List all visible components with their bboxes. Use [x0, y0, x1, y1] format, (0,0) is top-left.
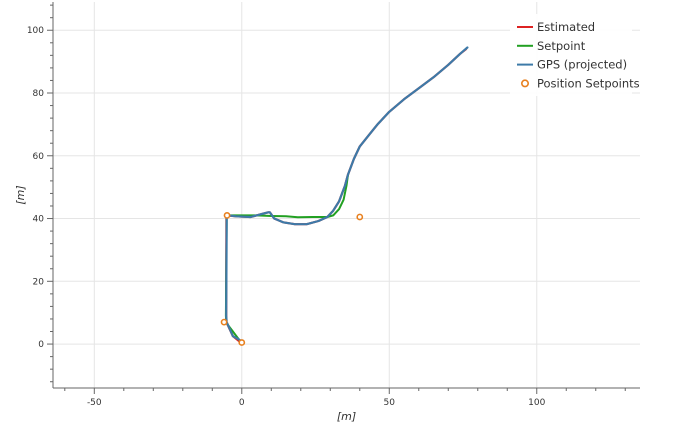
x-tick-label: 100 — [528, 398, 545, 408]
series-gps-projected-line — [225, 46, 469, 344]
y-axis-label: [m] — [14, 185, 27, 204]
y-tick-label: 100 — [27, 26, 44, 36]
legend-position-setpoints-swatch — [520, 79, 529, 88]
position-setpoint-marker — [223, 211, 231, 219]
y-tick-label: 60 — [33, 152, 45, 162]
y-tick-label: 80 — [33, 89, 45, 99]
legend: Estimated Setpoint GPS (projected) Position… — [510, 14, 640, 96]
position-setpoint-marker — [356, 213, 364, 221]
axes: -50 0 50 100 0 20 40 60 80 100 [m] [m] — [14, 2, 640, 423]
legend-estimated-label: Estimated — [537, 20, 595, 34]
x-tick-label: 0 — [239, 398, 245, 408]
y-tick-label: 0 — [38, 340, 44, 350]
x-tick-label: -50 — [87, 398, 102, 408]
legend-setpoint-label: Setpoint — [537, 39, 586, 53]
y-tick-label: 40 — [33, 215, 45, 225]
legend-position-setpoints-label: Position Setpoints — [537, 76, 640, 90]
series-setpoint-line — [224, 173, 349, 344]
y-tick-label: 20 — [33, 277, 45, 287]
legend-gps-label: GPS (projected) — [537, 58, 627, 72]
position-setpoint-marker — [220, 318, 228, 326]
position-setpoint-marker — [238, 339, 246, 346]
x-tick-label: 50 — [384, 398, 396, 408]
x-axis-label: [m] — [337, 410, 356, 423]
series-layer — [220, 46, 469, 346]
